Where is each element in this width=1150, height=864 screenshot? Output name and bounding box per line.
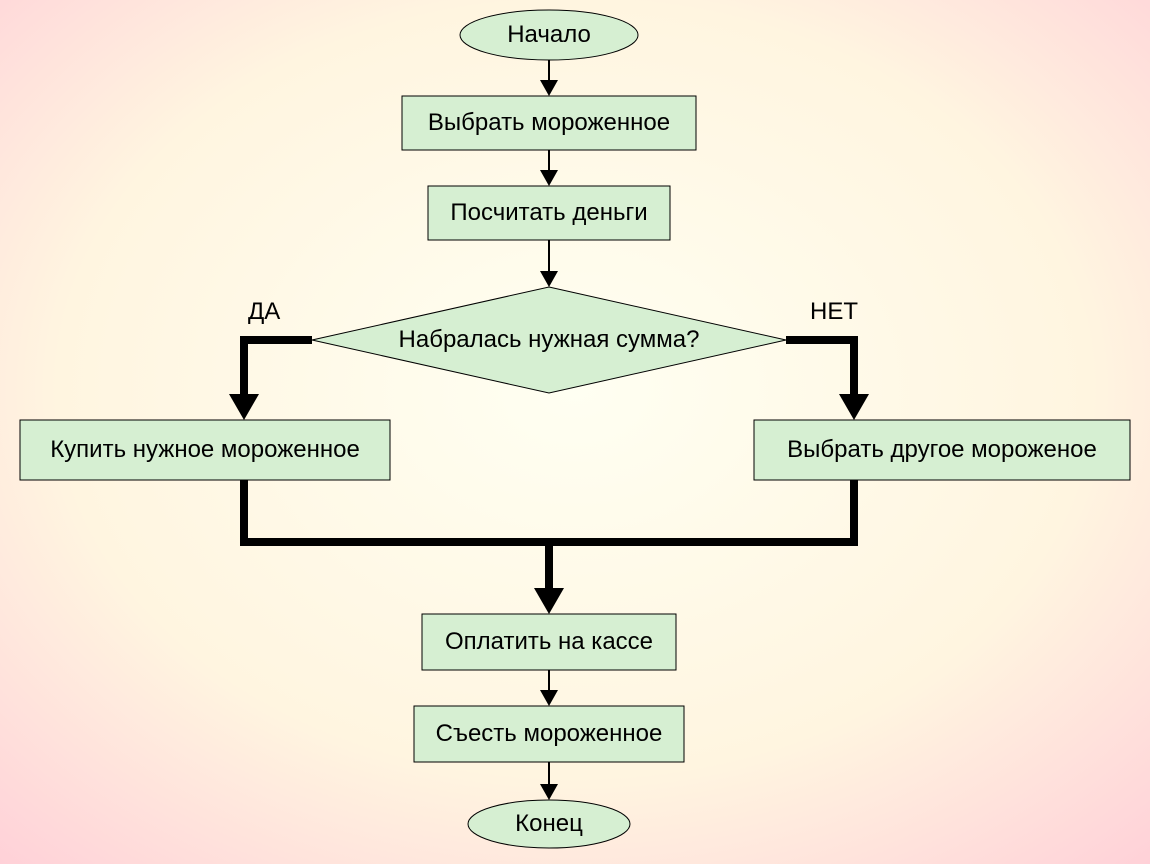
node-label: Съесть мороженное bbox=[436, 720, 663, 748]
flowchart-node-end: Конец bbox=[468, 800, 630, 848]
node-label: Конец bbox=[515, 810, 583, 838]
node-label: Купить нужное мороженное bbox=[50, 436, 360, 464]
node-label: Оплатить на кассе bbox=[445, 628, 653, 656]
flowchart-node-count: Посчитать деньги bbox=[428, 186, 670, 240]
flowchart-node-buy: Купить нужное мороженное bbox=[20, 420, 390, 480]
flowchart-node-choose: Выбрать мороженное bbox=[402, 96, 696, 150]
flowchart-node-pay: Оплатить на кассе bbox=[422, 614, 676, 670]
node-label: Выбрать мороженное bbox=[428, 109, 670, 137]
node-label: Выбрать другое мороженое bbox=[787, 436, 1097, 464]
edge-label-да: ДА bbox=[248, 298, 280, 326]
node-label: Посчитать деньги bbox=[450, 199, 647, 227]
flowchart-node-eat: Съесть мороженное bbox=[414, 706, 684, 762]
flowchart-node-other: Выбрать другое мороженое bbox=[754, 420, 1130, 480]
node-label: Набралась нужная сумма? bbox=[399, 326, 700, 354]
flowchart-node-decide: Набралась нужная сумма? bbox=[312, 287, 786, 393]
node-label: Начало bbox=[507, 21, 591, 49]
edge-label-нет: НЕТ bbox=[810, 298, 858, 326]
flowchart-node-start: Начало bbox=[460, 10, 638, 60]
